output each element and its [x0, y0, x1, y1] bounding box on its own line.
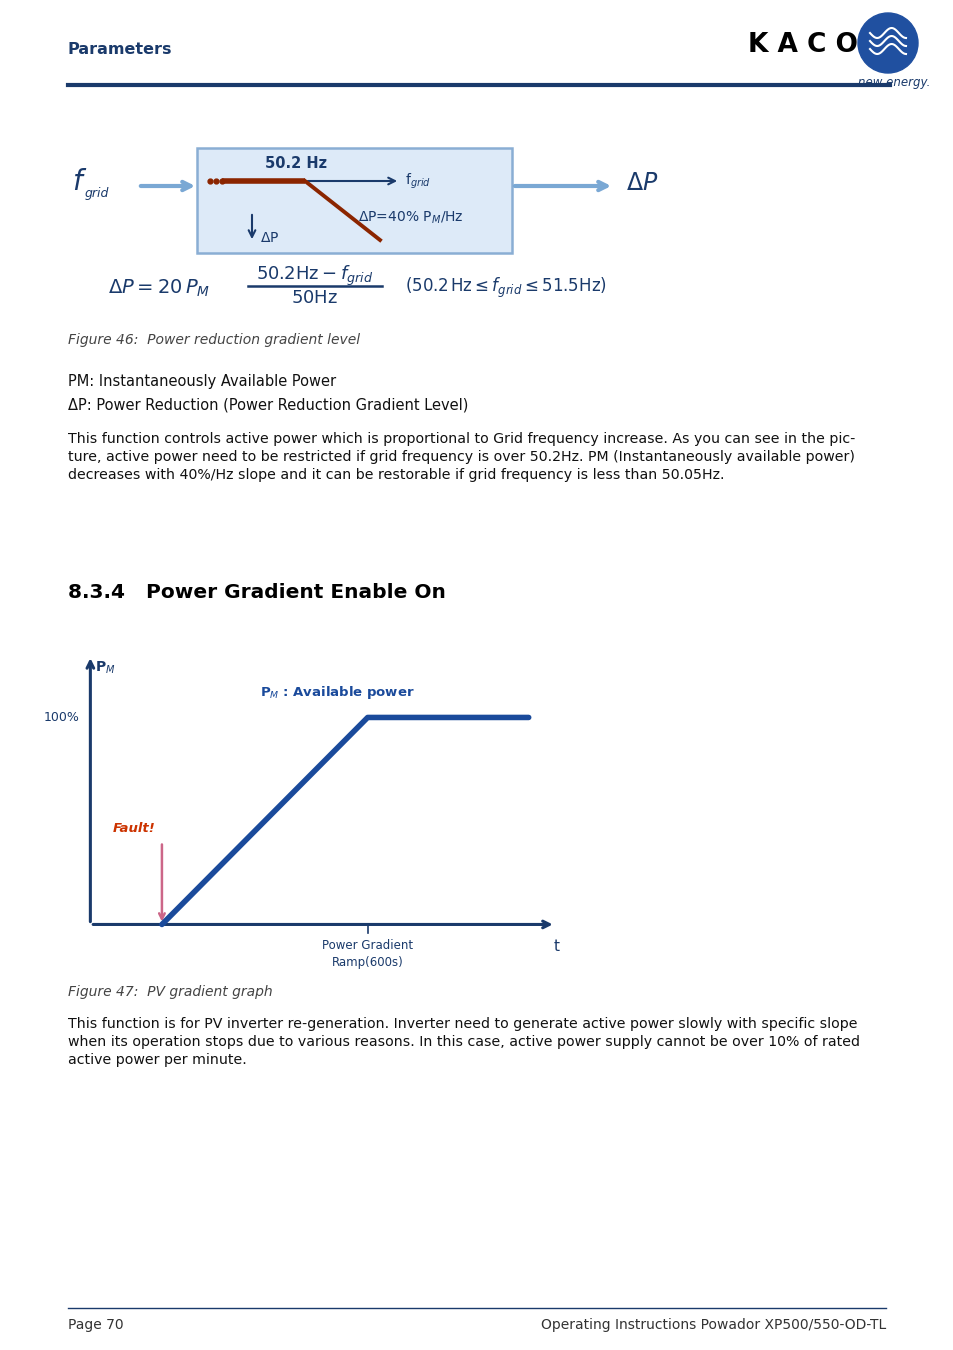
Text: ΔP: Power Reduction (Power Reduction Gradient Level): ΔP: Power Reduction (Power Reduction Gra…	[68, 397, 468, 412]
Text: $50\mathrm{Hz}$: $50\mathrm{Hz}$	[292, 289, 338, 306]
Text: active power per minute.: active power per minute.	[68, 1053, 247, 1066]
Text: $\Delta$P=40% P$_M$/Hz: $\Delta$P=40% P$_M$/Hz	[357, 209, 463, 227]
Text: Fault!: Fault!	[112, 822, 155, 836]
Text: This function is for PV inverter re-generation. Inverter need to generate active: This function is for PV inverter re-gene…	[68, 1017, 857, 1031]
Text: Page 70: Page 70	[68, 1318, 124, 1332]
Text: $\Delta$P: $\Delta$P	[260, 231, 279, 244]
Text: 50.2 Hz: 50.2 Hz	[265, 155, 327, 170]
Text: $(50.2\,\mathrm{Hz} \leq f_{grid} \leq 51.5\mathrm{Hz})$: $(50.2\,\mathrm{Hz} \leq f_{grid} \leq 5…	[405, 275, 606, 300]
FancyBboxPatch shape	[196, 148, 512, 252]
Text: Figure 47:  PV gradient graph: Figure 47: PV gradient graph	[68, 986, 273, 999]
Text: P$_M$: P$_M$	[94, 660, 115, 676]
Text: K A C O: K A C O	[747, 32, 857, 58]
Text: P$_M$ : Available power: P$_M$ : Available power	[260, 684, 415, 701]
Text: 100%: 100%	[43, 711, 79, 724]
Text: PM: Instantaneously Available Power: PM: Instantaneously Available Power	[68, 374, 335, 389]
Text: This function controls active power which is proportional to Grid frequency incr: This function controls active power whic…	[68, 432, 855, 446]
Text: grid: grid	[85, 186, 110, 200]
Text: t: t	[553, 940, 558, 954]
Text: Figure 46:  Power reduction gradient level: Figure 46: Power reduction gradient leve…	[68, 333, 359, 347]
Text: $\Delta P$: $\Delta P$	[625, 171, 658, 194]
Text: Operating Instructions Powador XP500/550-OD-TL: Operating Instructions Powador XP500/550…	[540, 1318, 885, 1332]
Text: $50.2\mathrm{Hz} - f_{grid}$: $50.2\mathrm{Hz} - f_{grid}$	[256, 263, 374, 288]
Text: f$_{grid}$: f$_{grid}$	[405, 171, 431, 190]
Text: when its operation stops due to various reasons. In this case, active power supp: when its operation stops due to various …	[68, 1035, 859, 1049]
Text: $f$: $f$	[71, 167, 87, 196]
Circle shape	[857, 14, 917, 73]
Text: ture, active power need to be restricted if grid frequency is over 50.2Hz. PM (I: ture, active power need to be restricted…	[68, 450, 854, 464]
Text: Power Gradient
Ramp(600s): Power Gradient Ramp(600s)	[322, 940, 413, 969]
Text: $\Delta P = 20\,P_M$: $\Delta P = 20\,P_M$	[108, 277, 210, 298]
Text: decreases with 40%/Hz slope and it can be restorable if grid frequency is less t: decreases with 40%/Hz slope and it can b…	[68, 468, 723, 482]
Text: Parameters: Parameters	[68, 42, 172, 58]
Text: new energy.: new energy.	[857, 76, 929, 89]
Text: 8.3.4   Power Gradient Enable On: 8.3.4 Power Gradient Enable On	[68, 583, 445, 602]
